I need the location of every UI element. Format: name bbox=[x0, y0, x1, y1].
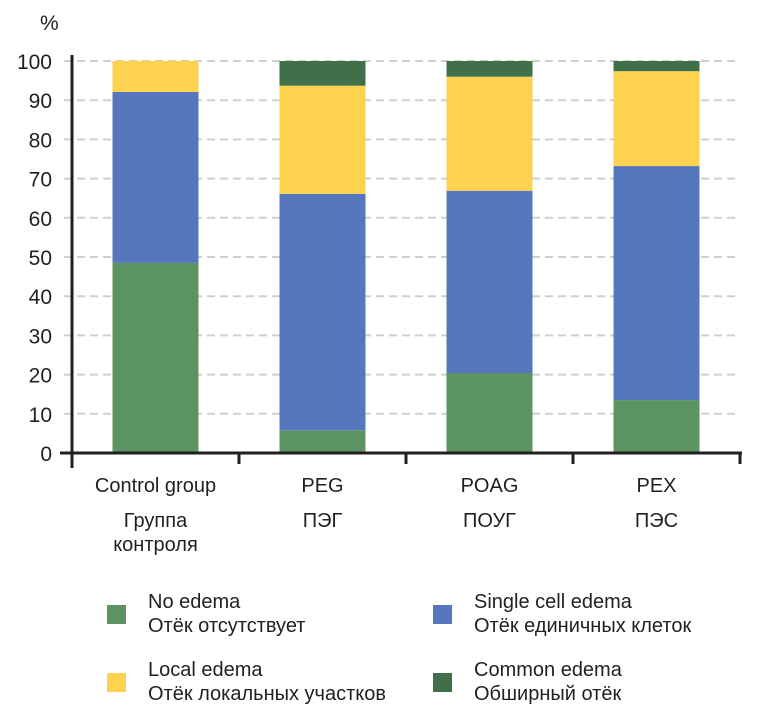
x-category-label-en: POAG bbox=[461, 475, 519, 497]
bar-segment-local-edema bbox=[613, 71, 700, 167]
y-tick-label: 50 bbox=[29, 247, 52, 270]
bar-segment-single-cell-edema bbox=[279, 193, 366, 431]
legend-item-no-edema: No edema Отёк отсутствует bbox=[107, 590, 305, 638]
y-tick-labels: 0 10 20 30 40 50 60 70 80 90 100 bbox=[17, 51, 52, 466]
y-tick-label: 70 bbox=[29, 169, 52, 192]
y-axis-unit-label: % bbox=[40, 12, 59, 35]
x-category-label-ru: Группа bbox=[124, 510, 188, 532]
y-tick-label: 40 bbox=[29, 286, 52, 309]
bars bbox=[112, 61, 700, 453]
axes bbox=[60, 55, 742, 468]
legend-label-ru: Отёк отсутствует bbox=[148, 615, 306, 637]
y-tick-label: 20 bbox=[29, 365, 52, 388]
x-category-label-en: PEX bbox=[636, 475, 676, 497]
bar-segment-local-edema bbox=[446, 76, 533, 191]
legend-label-en: Common edema bbox=[474, 659, 622, 681]
x-category-label-ru: ПЭС bbox=[635, 510, 678, 532]
legend-swatch-local-edema bbox=[107, 672, 126, 692]
bar-segment-local-edema bbox=[112, 61, 199, 92]
bar-segment-common-edema bbox=[613, 61, 700, 72]
legend-label-en: Local edema bbox=[148, 659, 263, 681]
x-category-label-en: Control group bbox=[95, 475, 216, 497]
legend-label-ru: Обширный отёк bbox=[474, 683, 622, 705]
bar-segment-single-cell-edema bbox=[446, 190, 533, 374]
legend-item-local-edema: Local edema Отёк локальных участков bbox=[107, 658, 386, 706]
y-tick-label: 30 bbox=[29, 325, 52, 348]
legend-label-ru: Отёк локальных участков bbox=[148, 683, 386, 705]
y-tick-label: 90 bbox=[29, 90, 52, 113]
stacked-bar-chart: % 0 10 20 30 40 50 60 70 80 90 100 Control group Гр… bbox=[17, 12, 742, 556]
legend-label-en: Single cell edema bbox=[474, 591, 632, 613]
y-tick-label: 80 bbox=[29, 129, 52, 152]
y-tick-label: 100 bbox=[17, 51, 52, 74]
x-category-label-ru: контроля bbox=[113, 534, 198, 556]
bar-segment-common-edema bbox=[279, 61, 366, 86]
legend-swatch-single-cell-edema bbox=[433, 604, 452, 624]
legend-item-common-edema: Common edema Обширный отёк bbox=[433, 658, 622, 706]
y-tick-label: 60 bbox=[29, 208, 52, 231]
y-tick-label: 0 bbox=[40, 443, 52, 466]
bar-segment-common-edema bbox=[446, 61, 533, 77]
bar-segment-no-edema bbox=[446, 373, 533, 453]
legend-item-single-cell-edema: Single cell edema Отёк единичных клеток bbox=[433, 590, 691, 638]
legend-label-en: No edema bbox=[148, 591, 241, 613]
y-tick-label: 10 bbox=[29, 404, 52, 427]
x-category-label-ru: ПОУГ bbox=[463, 510, 516, 532]
bar-segment-single-cell-edema bbox=[613, 166, 700, 401]
legend-swatch-no-edema bbox=[107, 604, 126, 624]
bar-segment-no-edema bbox=[112, 262, 199, 453]
bar-segment-no-edema bbox=[279, 430, 366, 453]
legend-swatch-common-edema bbox=[433, 672, 452, 692]
x-category-label-ru: ПЭГ bbox=[303, 510, 343, 532]
x-category-label-en: PEG bbox=[301, 475, 343, 497]
bar-segment-local-edema bbox=[279, 85, 366, 194]
bar-segment-no-edema bbox=[613, 400, 700, 453]
legend-label-ru: Отёк единичных клеток bbox=[474, 615, 692, 637]
bar-segment-single-cell-edema bbox=[112, 91, 199, 263]
